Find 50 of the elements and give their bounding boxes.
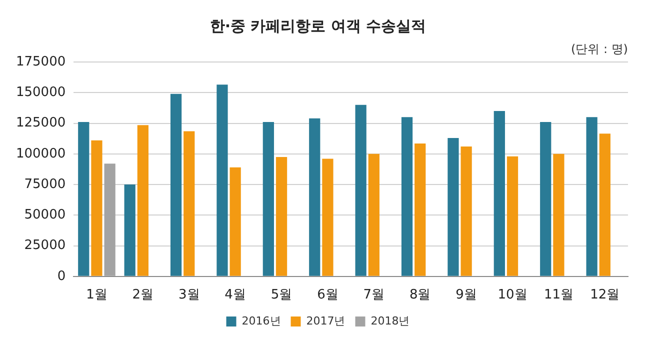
x-tick-label: 5월 bbox=[270, 288, 292, 303]
legend-label: 2017년 bbox=[306, 314, 346, 328]
bar bbox=[276, 156, 288, 276]
bar bbox=[460, 146, 472, 276]
legend-label: 2018년 bbox=[370, 314, 410, 328]
x-tick-label: 12월 bbox=[590, 288, 620, 303]
y-tick-label: 75000 bbox=[24, 176, 66, 192]
y-tick-label: 25000 bbox=[24, 238, 66, 254]
bar bbox=[401, 117, 413, 276]
bar bbox=[494, 111, 505, 276]
bar bbox=[448, 138, 459, 276]
bar bbox=[355, 104, 366, 276]
bar bbox=[599, 134, 610, 276]
x-tick-label: 11월 bbox=[544, 288, 574, 303]
bar bbox=[368, 154, 380, 276]
x-tick-label: 6월 bbox=[317, 288, 338, 303]
x-tick-label: 9월 bbox=[456, 288, 477, 303]
bar bbox=[91, 140, 102, 276]
y-tick-label: 0 bbox=[57, 268, 66, 284]
y-tick-label: 125000 bbox=[16, 116, 66, 131]
x-tick-label: 7월 bbox=[363, 288, 385, 303]
y-tick-label: 175000 bbox=[16, 54, 66, 70]
bar bbox=[262, 122, 274, 276]
x-tick-label: 10월 bbox=[498, 288, 528, 303]
y-tick-label: 100000 bbox=[16, 146, 66, 162]
bar bbox=[184, 131, 195, 276]
bar bbox=[216, 84, 228, 276]
bar bbox=[553, 154, 564, 276]
bar bbox=[586, 117, 598, 276]
bar bbox=[137, 125, 148, 276]
y-tick-label: 150000 bbox=[16, 85, 66, 100]
x-tick-label: 3월 bbox=[178, 288, 200, 303]
bar bbox=[230, 167, 241, 276]
chart-title: 한·중 카페리항로 여객 수송실적 bbox=[210, 16, 426, 35]
x-tick-label: 1월 bbox=[86, 288, 108, 303]
bar bbox=[506, 156, 518, 276]
x-tick-label: 2월 bbox=[132, 288, 154, 303]
y-tick-label: 50000 bbox=[24, 208, 66, 223]
bar bbox=[170, 94, 182, 276]
x-tick-label: 4월 bbox=[224, 288, 246, 303]
x-tick-label: 8월 bbox=[409, 288, 431, 303]
bar bbox=[78, 122, 90, 276]
text: (단위 : 명) bbox=[570, 42, 628, 56]
bar bbox=[322, 158, 334, 276]
bar bbox=[540, 122, 552, 276]
bar bbox=[414, 143, 426, 276]
legend-label: 2016년 bbox=[242, 314, 281, 328]
bar bbox=[309, 118, 320, 276]
bar bbox=[104, 164, 116, 276]
bar bbox=[124, 184, 136, 276]
